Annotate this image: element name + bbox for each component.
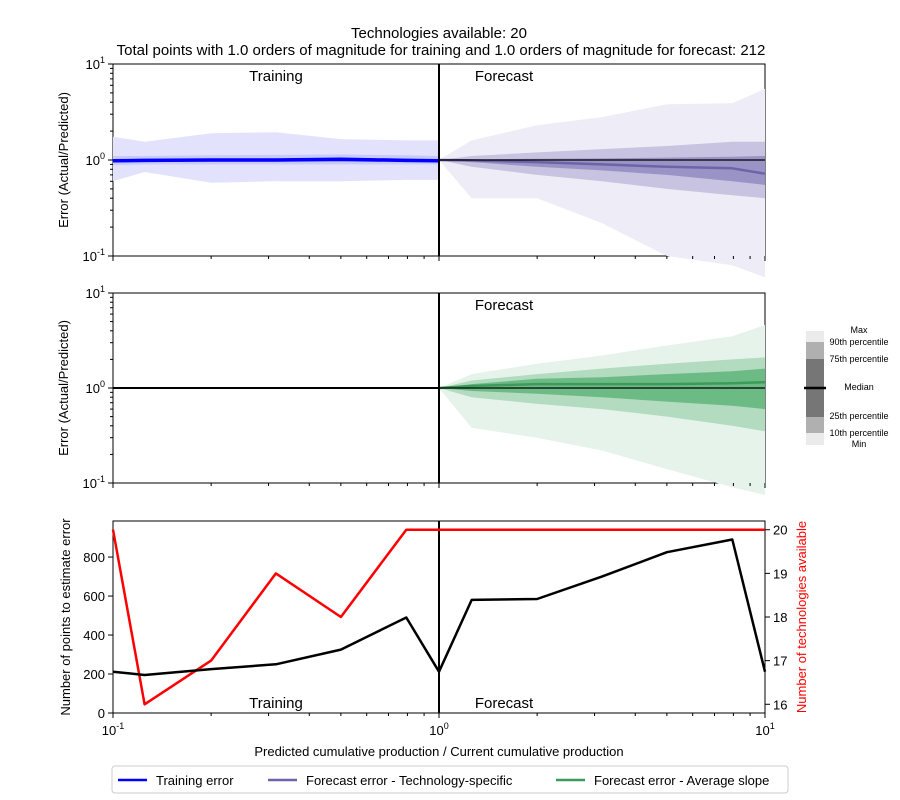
right-y-tick-label: 19 (773, 566, 787, 581)
x-axis-label: Predicted cumulative production / Curren… (254, 744, 623, 759)
top-panel: 10-1 100 101 Training Forecast Error (Actu… (56, 55, 766, 278)
y-tick-label: 101 (86, 284, 105, 301)
top-y-axis-label: Error (Actual/Predicted) (56, 92, 71, 228)
middle-y-axis-label: Error (Actual/Predicted) (56, 320, 71, 456)
middle-panel: 10-1 100 101 Forecast Error (Actual/Predic… (56, 284, 766, 495)
left-y-tick-label: 800 (83, 550, 105, 565)
series-line-points (112, 538, 767, 677)
box-label-p10: 10th percentile (829, 428, 888, 438)
top-training-median-line (112, 157, 440, 163)
right-y-tick-label: 18 (773, 610, 787, 625)
bottom-forecast-label: Forecast (475, 695, 534, 712)
left-y-tick-label: 200 (83, 667, 105, 682)
box-label-median: Median (844, 382, 874, 392)
y-tick-label: 101 (86, 55, 105, 72)
left-y-tick-label: 0 (98, 706, 105, 721)
bottom-right-y-ticks: 16 17 18 19 20 (765, 523, 787, 712)
top-forecast-band-p25-p75 (439, 156, 765, 185)
legend-label-average-slope: Forecast error - Average slope (594, 773, 769, 788)
box-label-max: Max (850, 325, 868, 335)
top-forecast-label: Forecast (475, 68, 534, 85)
y-tick-label: 10-1 (83, 474, 105, 491)
y-tick-label: 10-1 (83, 247, 105, 264)
legend-frame (111, 765, 789, 794)
right-y-tick-label: 17 (773, 654, 787, 669)
middle-bands (113, 325, 766, 495)
top-y-ticks: 10-1 100 101 (83, 55, 113, 264)
middle-y-ticks: 10-1 100 101 (83, 284, 113, 491)
middle-forecast-band-p25-p75 (439, 368, 765, 410)
top-forecast-band-min-max (439, 88, 765, 278)
bottom-left-y-ticks: 0 200 400 600 800 (83, 550, 113, 721)
box-label-min: Min (852, 439, 867, 449)
box-label-p25: 25th percentile (829, 411, 888, 421)
bottom-panel: 0 200 400 600 800 16 17 18 19 20 10-1 100 101 Trai… (58, 518, 809, 759)
middle-forecast-median-line (438, 380, 766, 390)
left-y-tick-label: 600 (83, 589, 105, 604)
legend-label-training: Training error (156, 773, 234, 788)
middle-x-ticks (112, 483, 766, 488)
legend-label-tech-specific: Forecast error - Technology-specific (306, 773, 513, 788)
bottom-left-y-axis-label: Number of points to estimate error (58, 518, 73, 716)
series-line-technologies (111, 528, 765, 706)
bottom-lines (111, 528, 767, 706)
right-y-tick-label: 16 (773, 697, 787, 712)
box-label-p90: 90th percentile (829, 337, 888, 347)
chart-title-line2: Total points with 1.0 orders of magnitud… (117, 42, 766, 59)
y-tick-label: 100 (86, 379, 105, 396)
middle-forecast-label: Forecast (475, 297, 534, 314)
left-y-tick-label: 400 (83, 628, 105, 643)
x-tick-label: 101 (755, 721, 774, 738)
chart-title-line1: Technologies available: 20 (351, 25, 527, 42)
bottom-training-label: Training (249, 695, 303, 712)
top-x-ticks (112, 256, 766, 261)
bottom-right-y-axis-label: Number of technologies available (794, 521, 809, 713)
top-training-label: Training (249, 68, 303, 85)
x-tick-label: 10-1 (102, 721, 124, 738)
y-tick-label: 100 (86, 151, 105, 168)
percentile-box-legend: Max 90th percentile 75th percentile Medi… (804, 325, 889, 449)
top-bands (112, 88, 766, 278)
box-label-p75: 75th percentile (829, 354, 888, 364)
right-y-tick-label: 20 (773, 523, 787, 538)
legend: Training error Forecast error - Technolo… (111, 765, 789, 794)
bottom-x-ticks: 10-1 100 101 (102, 713, 775, 738)
x-tick-label: 100 (429, 721, 448, 738)
